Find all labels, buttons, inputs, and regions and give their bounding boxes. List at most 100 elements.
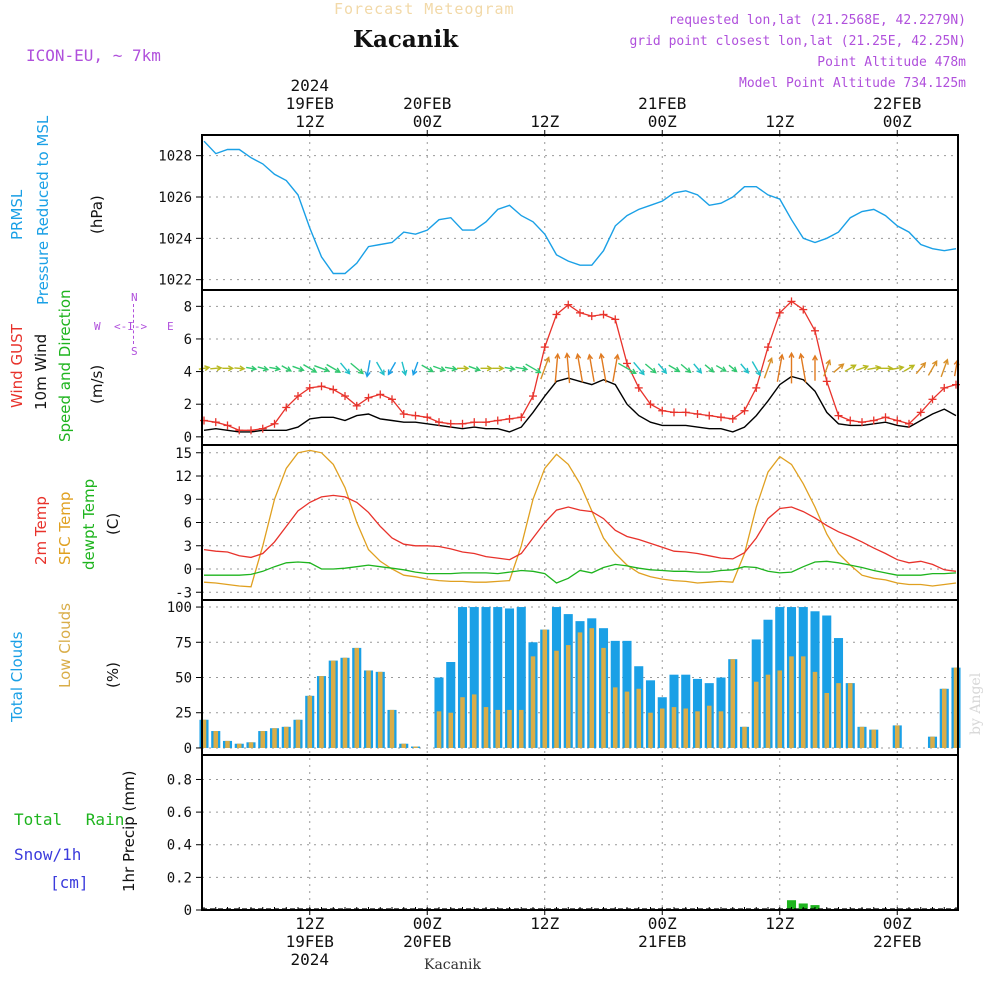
low-cloud-bar (671, 707, 677, 748)
wind-direction-arrow (412, 361, 419, 375)
wind-direction-arrow (525, 363, 541, 374)
wind-direction-arrow (704, 364, 714, 373)
y-tick-label: 2 (184, 397, 192, 413)
wind-direction-arrow (234, 367, 245, 370)
compass-vertical (133, 304, 134, 344)
low-cloud-bar (824, 693, 830, 748)
total-cloud-bar (493, 607, 503, 748)
y-tick-label: 9 (184, 492, 192, 508)
time-label-top: 00Z (648, 112, 677, 131)
wind-direction-arrow (751, 361, 761, 376)
low-cloud-bar (542, 629, 548, 748)
low-cloud-bar (765, 674, 771, 748)
header-faded-title: Forecast Meteogram (334, 0, 515, 18)
wind-direction-arrowhead (204, 365, 211, 372)
low-cloud-bar (871, 729, 877, 748)
low-cloud-bar (930, 736, 935, 748)
wind-direction-arrowhead (463, 365, 470, 372)
wind-direction-arrow (800, 353, 807, 383)
y-tick-label: 0.2 (167, 870, 192, 886)
wind-direction-arrowhead (613, 353, 620, 360)
low-cloud-bar (601, 647, 606, 748)
wind-direction-arrow (728, 364, 737, 373)
time-label-top: 00Z (413, 112, 442, 131)
time-label-bottom: 20FEB (403, 932, 451, 951)
wind-direction-arrow (680, 363, 691, 373)
low-cloud-bar (624, 691, 630, 748)
y-tick-label: 6 (184, 516, 192, 532)
gridpoint-location: grid point closest lon,lat (21.25E, 42.2… (629, 34, 966, 49)
wind-direction-arrow (210, 367, 222, 370)
low-cloud-bar (953, 667, 959, 748)
y-tick-label: 6 (184, 332, 192, 348)
wind-direction-arrowhead (250, 365, 258, 372)
time-label-top: 19FEB (286, 94, 334, 113)
time-label-bottom: 22FEB (873, 932, 921, 951)
wind-direction-arrowhead (544, 356, 551, 363)
wind-direction-arrowhead (598, 352, 605, 359)
low-cloud-bar (695, 711, 700, 748)
footer-location: Kacanik (424, 957, 481, 973)
wind-direction-arrowhead (788, 351, 795, 358)
wind-direction-arrow (927, 360, 938, 376)
y-tick-label: 0 (184, 741, 192, 757)
precip-cm-label: [cm] (50, 873, 89, 892)
grid-lines (202, 135, 958, 911)
wind-direction-arrowhead (720, 366, 728, 372)
requested-location: requested lon,lat (21.2568E, 42.2279N) (668, 13, 966, 28)
time-label-bottom: 12Z (530, 914, 559, 933)
y-tick-label: -3 (175, 585, 192, 601)
wind-direction-arrowhead (535, 367, 542, 374)
model-name: ICON-EU, ~ 7km (26, 46, 161, 65)
y-tick-label: 3 (184, 539, 192, 555)
wind-direction-arrow (350, 362, 364, 374)
wind-direction-arrowhead (838, 363, 845, 370)
time-label-top: 12Z (530, 112, 559, 131)
wind-direction-arrowhead (638, 369, 645, 376)
wind-direction-arrowhead (439, 366, 447, 372)
wind-direction-arrowhead (875, 364, 882, 371)
panel-frame (201, 754, 959, 911)
wind-direction-arrow (444, 366, 457, 371)
total-cloud-bar (446, 662, 456, 748)
low-cloud-bar (659, 708, 665, 748)
low-cloud-bar (753, 681, 759, 748)
low-cloud-bar (518, 709, 524, 748)
wind-direction-arrowhead (685, 367, 692, 374)
low-cloud-bar (448, 712, 454, 748)
time-label-bottom: 12Z (295, 914, 324, 933)
time-label-top: 2024 (290, 76, 329, 95)
wind-direction-arrowhead (674, 366, 681, 373)
time-label-bottom: 00Z (648, 914, 677, 933)
low-cloud-bar (847, 683, 853, 748)
low-cloud-bar (213, 731, 219, 748)
wind-direction-arrow (198, 366, 210, 370)
wind-direction-arrow (776, 354, 783, 382)
wind-direction-arrowhead (696, 367, 703, 374)
wind-direction-arrowhead (862, 364, 870, 371)
low-cloud-bar (577, 632, 583, 748)
y-tick-label: 25 (175, 706, 192, 722)
wind-direction-arrowhead (887, 365, 894, 372)
total-cloud-bar (457, 607, 468, 748)
low-cloud-bar (225, 740, 230, 748)
time-label-bottom: 19FEB (286, 932, 334, 951)
time-label-bottom: 00Z (883, 914, 912, 933)
precip-snow-label: Snow/1h (14, 845, 82, 864)
low-cloud-bar (507, 709, 512, 748)
temperature-panel (203, 449, 957, 588)
wind-direction-arrow (554, 354, 559, 383)
time-label-top: 22FEB (873, 94, 921, 113)
pressure-line (203, 140, 957, 275)
wind-direction-arrowhead (364, 371, 371, 378)
wind-direction-arrow (504, 366, 515, 370)
page-title: Kacanik (353, 26, 459, 53)
wind-direction-arrow (566, 353, 571, 384)
wind-direction-arrowhead (509, 365, 516, 372)
wind-direction-arrowhead (451, 365, 458, 372)
wind-direction-arrowhead (357, 368, 364, 375)
wind-direction-arrowhead (755, 370, 761, 377)
compass-arrows: <-I-> (114, 320, 148, 333)
y-tick-label: 15 (175, 446, 192, 462)
